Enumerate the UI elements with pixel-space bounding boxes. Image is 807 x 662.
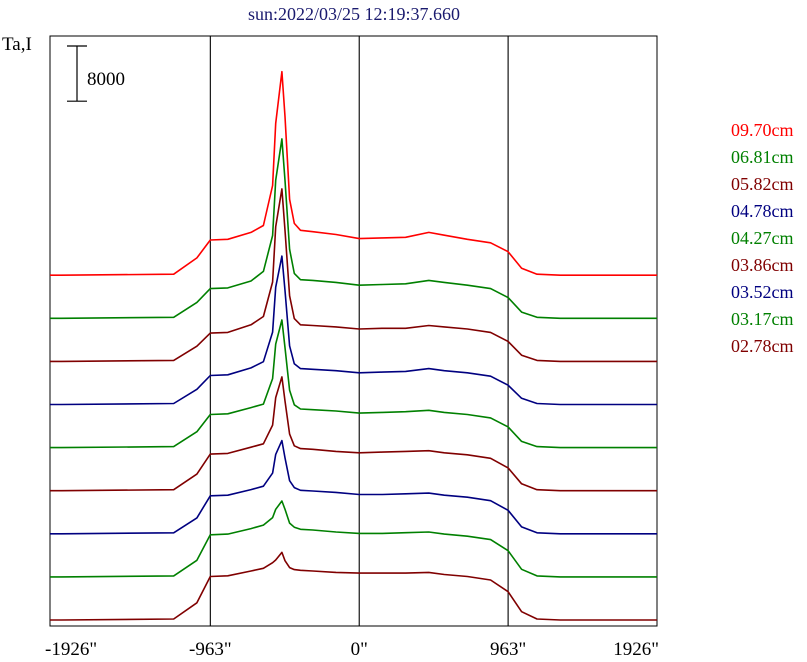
legend: 09.70cm 06.81cm 05.82cm 04.78cm 04.27cm 03.86…	[731, 120, 794, 356]
legend-entry: 03.52cm	[731, 282, 794, 302]
scale-bar-label: 8000	[87, 69, 125, 90]
legend-entry: 09.70cm	[731, 120, 794, 140]
vertical-reference-lines	[209, 36, 509, 626]
series-line-03.86cm	[50, 376, 657, 492]
x-tick-label: 0"	[351, 639, 368, 660]
x-tick-labels: -1926" -963" 0" 963" 1926"	[45, 639, 659, 660]
series-line-02.78cm	[50, 551, 657, 621]
series-line-04.78cm	[50, 255, 657, 406]
legend-entry: 05.82cm	[731, 174, 794, 194]
x-tick-label: 1926"	[613, 639, 659, 660]
chart-title: sun:2022/03/25 12:19:37.660	[248, 4, 460, 24]
plot-frame	[49, 35, 658, 627]
series-line-06.81cm	[50, 138, 657, 320]
legend-entry: 04.78cm	[731, 201, 794, 221]
series-line-03.52cm	[50, 439, 657, 535]
x-tick-label: 963"	[490, 639, 526, 660]
series-line-04.27cm	[50, 319, 657, 449]
legend-entry: 03.17cm	[731, 309, 794, 329]
series-line-05.82cm	[50, 188, 657, 363]
series-lines	[50, 70, 657, 621]
series-line-03.17cm	[50, 500, 657, 578]
legend-entry: 04.27cm	[731, 228, 794, 248]
y-axis-label: Ta,I	[2, 34, 32, 55]
scale-bar: 8000	[67, 45, 125, 102]
series-line-09.70cm	[50, 70, 657, 277]
x-tick-label: -963"	[189, 639, 232, 660]
legend-entry: 03.86cm	[731, 255, 794, 275]
legend-entry: 06.81cm	[731, 147, 794, 167]
x-tick-label: -1926"	[45, 639, 97, 660]
legend-entry: 02.78cm	[731, 336, 794, 356]
